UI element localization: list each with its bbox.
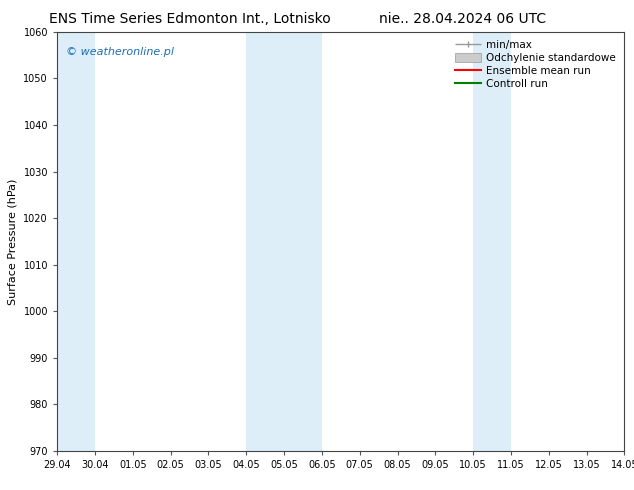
Text: nie.. 28.04.2024 06 UTC: nie.. 28.04.2024 06 UTC (379, 12, 547, 26)
Y-axis label: Surface Pressure (hPa): Surface Pressure (hPa) (8, 178, 18, 304)
Bar (57, 32, 95, 451)
Legend: min/max, Odchylenie standardowe, Ensemble mean run, Controll run: min/max, Odchylenie standardowe, Ensembl… (452, 37, 619, 92)
Bar (473, 32, 511, 451)
Bar (246, 32, 322, 451)
Text: ENS Time Series Edmonton Int., Lotnisko: ENS Time Series Edmonton Int., Lotnisko (49, 12, 331, 26)
Text: © weatheronline.pl: © weatheronline.pl (65, 47, 174, 56)
